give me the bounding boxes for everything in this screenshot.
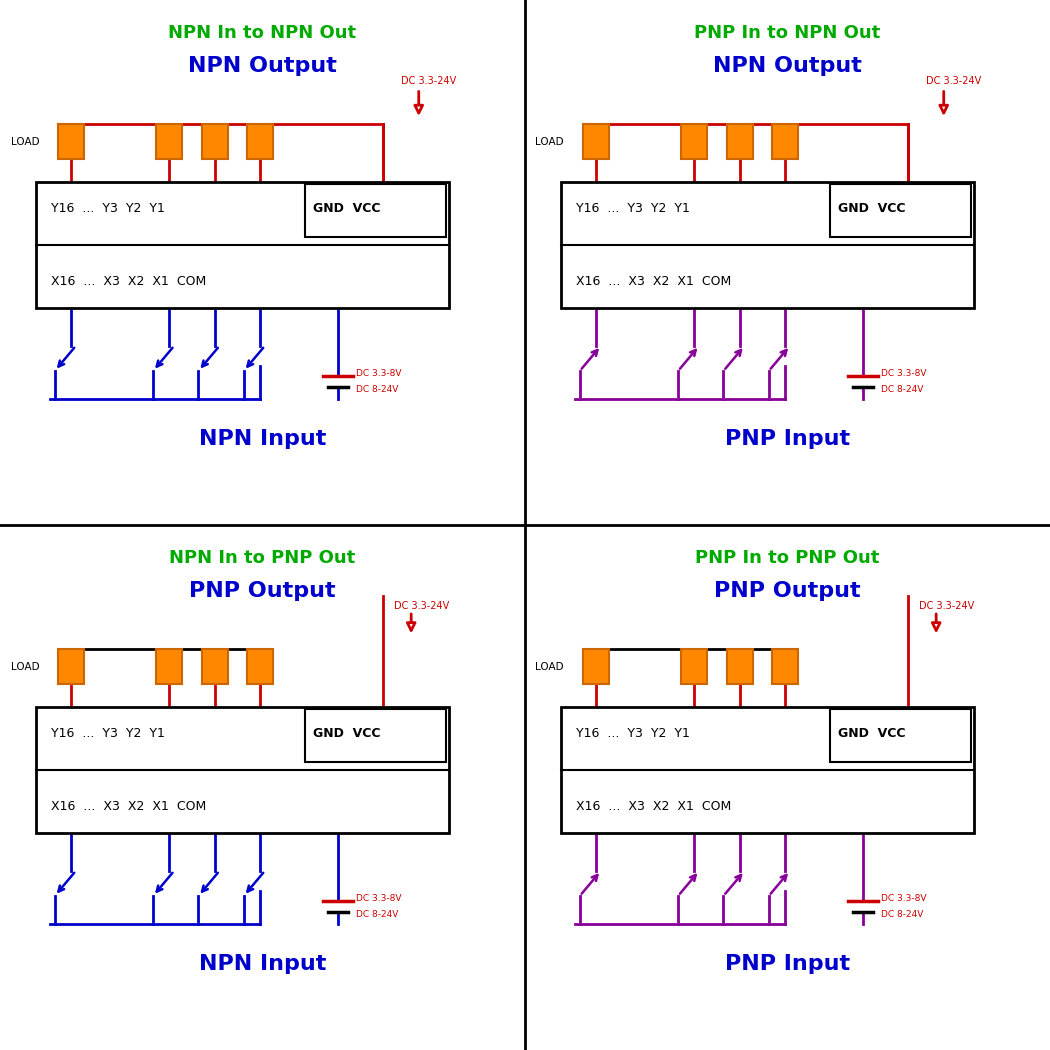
Text: PNP In to NPN Out: PNP In to NPN Out [694,24,881,42]
Bar [58,649,84,685]
Text: LOAD: LOAD [536,662,564,672]
Text: NPN In to PNP Out: NPN In to PNP Out [169,549,356,567]
Text: X16  ...  X3  X2  X1  COM: X16 ... X3 X2 X1 COM [50,275,206,288]
Text: LOAD: LOAD [10,662,39,672]
Bar [306,185,446,237]
Text: DC 3.3-24V: DC 3.3-24V [926,76,982,86]
Text: DC 8-24V: DC 8-24V [881,910,923,919]
Bar [583,124,609,160]
Text: DC 3.3-24V: DC 3.3-24V [394,601,448,611]
Bar [772,124,798,160]
Bar [681,649,708,685]
Text: Y16  ...  Y3  Y2  Y1: Y16 ... Y3 Y2 Y1 [575,202,690,214]
Bar [36,707,449,833]
Text: GND  VCC: GND VCC [838,202,905,214]
Text: X16  ...  X3  X2  X1  COM: X16 ... X3 X2 X1 COM [575,800,731,813]
Bar [772,649,798,685]
Bar [202,649,228,685]
Bar [583,649,609,685]
Text: DC 3.3-8V: DC 3.3-8V [881,894,926,903]
Text: PNP In to PNP Out: PNP In to PNP Out [695,549,880,567]
Text: DC 3.3-24V: DC 3.3-24V [401,76,457,86]
Bar [561,182,974,308]
Bar [306,710,446,762]
Bar [727,649,753,685]
Text: PNP Input: PNP Input [724,428,851,449]
Text: GND  VCC: GND VCC [838,727,905,739]
Text: Y16  ...  Y3  Y2  Y1: Y16 ... Y3 Y2 Y1 [50,727,165,739]
Text: DC 3.3-8V: DC 3.3-8V [356,894,401,903]
Text: PNP Output: PNP Output [189,581,336,601]
Bar [156,124,183,160]
Text: PNP Input: PNP Input [724,953,851,974]
Bar [247,649,273,685]
Text: NPN In to NPN Out: NPN In to NPN Out [168,24,357,42]
Bar [247,124,273,160]
Text: LOAD: LOAD [536,136,564,147]
Bar [681,124,708,160]
Text: DC 3.3-8V: DC 3.3-8V [881,369,926,378]
Text: NPN Input: NPN Input [198,953,327,974]
Text: DC 8-24V: DC 8-24V [881,385,923,394]
Bar [156,649,183,685]
Text: DC 8-24V: DC 8-24V [356,910,398,919]
Bar [727,124,753,160]
Text: X16  ...  X3  X2  X1  COM: X16 ... X3 X2 X1 COM [575,275,731,288]
Text: GND  VCC: GND VCC [313,727,380,739]
Text: DC 3.3-24V: DC 3.3-24V [919,601,973,611]
Text: NPN Input: NPN Input [198,428,327,449]
Text: DC 8-24V: DC 8-24V [356,385,398,394]
Bar [58,124,84,160]
Text: Y16  ...  Y3  Y2  Y1: Y16 ... Y3 Y2 Y1 [50,202,165,214]
Text: DC 3.3-8V: DC 3.3-8V [356,369,401,378]
Text: PNP Output: PNP Output [714,581,861,601]
Bar [36,182,449,308]
Text: Y16  ...  Y3  Y2  Y1: Y16 ... Y3 Y2 Y1 [575,727,690,739]
Text: LOAD: LOAD [10,136,39,147]
Text: GND  VCC: GND VCC [313,202,380,214]
Bar [561,707,974,833]
Text: X16  ...  X3  X2  X1  COM: X16 ... X3 X2 X1 COM [50,800,206,813]
Bar [202,124,228,160]
Text: NPN Output: NPN Output [713,56,862,76]
Bar [831,185,971,237]
Text: NPN Output: NPN Output [188,56,337,76]
Bar [831,710,971,762]
